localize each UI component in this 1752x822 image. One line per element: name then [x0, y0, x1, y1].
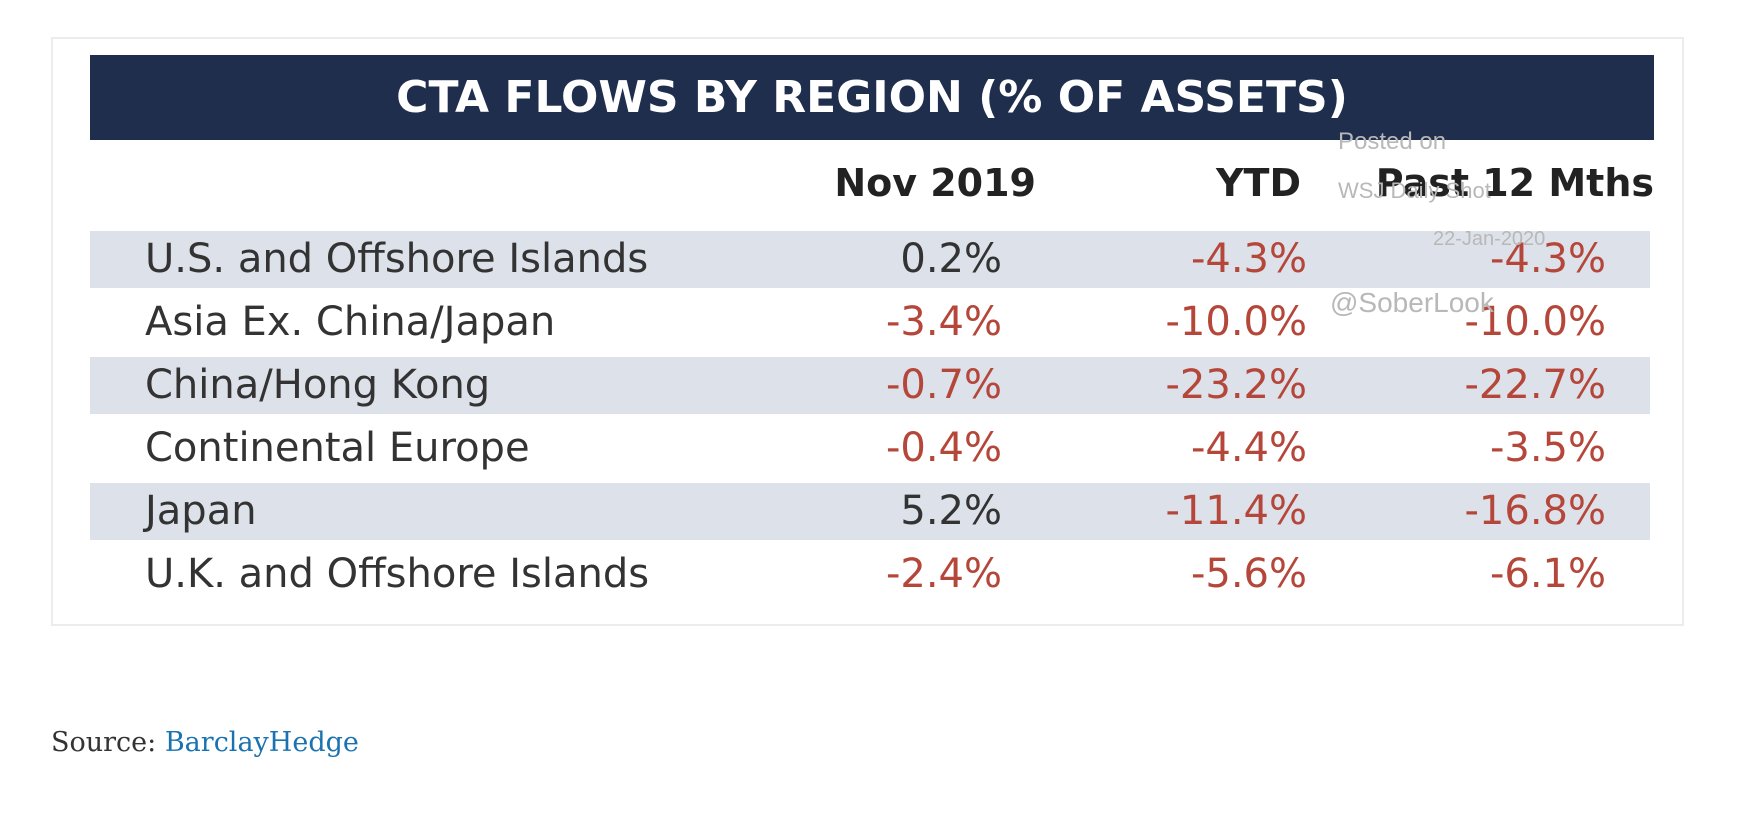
- cell-value: -11.4%: [1165, 488, 1307, 534]
- column-header: YTD: [1216, 161, 1301, 205]
- cell-value: -4.3%: [1190, 236, 1307, 282]
- cell-value: -4.3%: [1489, 236, 1606, 282]
- cell-value: -0.4%: [885, 425, 1002, 471]
- cell-value: -3.4%: [885, 299, 1002, 345]
- cell-value: -6.1%: [1489, 551, 1606, 597]
- row-stripe: [90, 231, 1650, 288]
- row-label: U.K. and Offshore Islands: [145, 551, 650, 597]
- watermark: 22-Jan-2020: [1433, 228, 1546, 250]
- row-label: China/Hong Kong: [145, 362, 491, 408]
- cell-value: -4.4%: [1190, 425, 1307, 471]
- column-header: Past 12 Mths: [1375, 161, 1654, 205]
- table-frame: [51, 37, 1684, 626]
- source-label: Source:: [51, 727, 157, 758]
- watermark: Posted on: [1338, 128, 1447, 155]
- cell-value: 5.2%: [900, 488, 1002, 534]
- cell-value: -10.0%: [1464, 299, 1606, 345]
- cell-value: 0.2%: [900, 236, 1002, 282]
- cell-value: -16.8%: [1464, 488, 1606, 534]
- cell-value: -10.0%: [1165, 299, 1307, 345]
- watermark: @SoberLook: [1330, 287, 1494, 318]
- cell-value: -5.6%: [1190, 551, 1307, 597]
- row-stripe: [90, 357, 1650, 414]
- cell-value: -3.5%: [1489, 425, 1606, 471]
- source: Source: BarclayHedge: [51, 727, 359, 758]
- cell-value: -2.4%: [885, 551, 1002, 597]
- watermark: WSJ Daily Shot: [1338, 178, 1491, 203]
- row-label: Japan: [145, 488, 257, 534]
- table-title: CTA FLOWS BY REGION (% OF ASSETS): [90, 55, 1654, 140]
- cell-value: -23.2%: [1165, 362, 1307, 408]
- cell-value: -22.7%: [1464, 362, 1606, 408]
- row-stripe: [90, 483, 1650, 540]
- row-label: Asia Ex. China/Japan: [145, 299, 556, 345]
- column-header: Nov 2019: [834, 161, 1036, 205]
- row-label: U.S. and Offshore Islands: [145, 236, 649, 282]
- cell-value: -0.7%: [885, 362, 1002, 408]
- row-label: Continental Europe: [145, 425, 530, 471]
- source-link[interactable]: BarclayHedge: [164, 727, 359, 758]
